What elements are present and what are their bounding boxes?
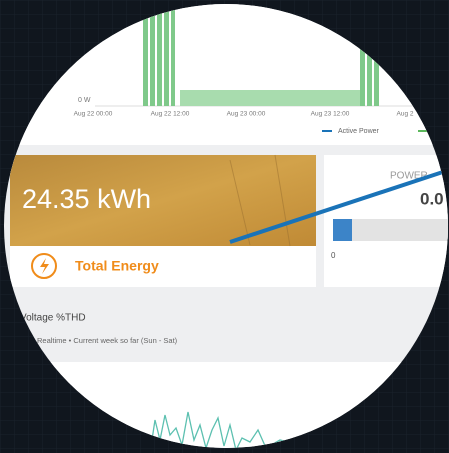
thd-subtitle: Realtime • Current week so far (Sun - Sa… — [37, 336, 178, 345]
y-label: 0 W — [78, 97, 91, 104]
power-min: 0 — [331, 251, 336, 260]
energy-label: Total Energy — [75, 258, 159, 274]
x-tick-label: Aug 2 — [397, 111, 414, 118]
x-tick-label: Aug 22 12:00 — [151, 111, 190, 118]
page: {"top_chart": {"y_label": "0 W", "x_tick… — [0, 0, 449, 453]
power-value: 0.0 — [420, 189, 444, 208]
legend-label: Active Power — [338, 128, 380, 135]
x-tick-label: Aug 23 00:00 — [227, 111, 266, 118]
x-tick-label: Aug 22 00:00 — [74, 111, 113, 118]
thd-title: Voltage %THD — [20, 313, 86, 324]
energy-value: 24.35 kWh — [22, 184, 151, 214]
power-gauge-fill — [333, 219, 352, 241]
magnifier-view: 0 W Aug 22 00:00 Aug 22 12:00 Aug 23 00:… — [0, 0, 449, 453]
x-tick-label: Aug 23 12:00 — [311, 111, 350, 118]
